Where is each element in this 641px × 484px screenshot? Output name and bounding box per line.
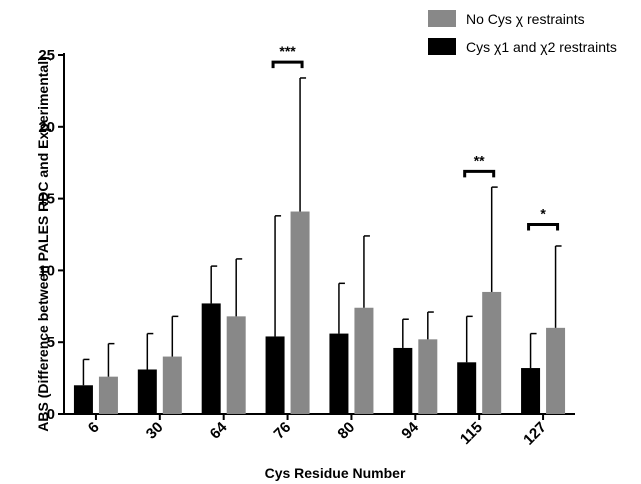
bar	[290, 211, 310, 414]
legend-label: No Cys χ restraints	[466, 11, 585, 27]
legend-label: Cys χ1 and χ2 restraints	[466, 39, 617, 55]
significance-label: ***	[279, 43, 296, 59]
x-tick-label: 76	[271, 419, 295, 443]
bar	[354, 307, 374, 414]
x-tick-label: 30	[143, 419, 167, 443]
legend-swatch	[428, 38, 456, 55]
bar	[201, 303, 221, 414]
significance-bracket	[527, 222, 560, 231]
bar	[418, 339, 438, 414]
x-tick-label: 6	[85, 419, 103, 437]
significance-label: *	[540, 205, 546, 221]
bar	[457, 362, 477, 414]
x-tick-label: 94	[398, 418, 422, 442]
y-axis-title: ABS (Difference between PALES RDC and Ex…	[35, 56, 51, 431]
x-tick-label: 64	[207, 418, 231, 442]
bar	[265, 336, 285, 414]
y-tick-label: 5	[47, 334, 55, 351]
legend-swatch	[428, 10, 456, 27]
x-tick-label: 80	[334, 419, 358, 443]
bar	[393, 347, 413, 414]
y-tick-label: 0	[47, 406, 55, 423]
significance-label: **	[474, 152, 485, 168]
y-tick-label: 20	[38, 119, 55, 136]
x-tick-label: 127	[520, 419, 550, 449]
y-tick-label: 25	[38, 47, 55, 64]
y-tick-label: 15	[38, 191, 55, 208]
bar	[162, 356, 182, 414]
bar	[329, 333, 349, 414]
bar	[546, 327, 566, 414]
significance-bracket	[463, 169, 496, 178]
bar	[226, 316, 246, 414]
bar	[73, 385, 93, 414]
bar	[137, 369, 157, 414]
bar	[98, 376, 118, 414]
significance-bracket	[271, 60, 304, 69]
x-axis-title: Cys Residue Number	[265, 465, 406, 481]
y-tick-label: 10	[38, 262, 55, 279]
x-tick-label: 115	[457, 419, 486, 448]
legend: No Cys χ restraints Cys χ1 and χ2 restrai…	[428, 10, 617, 55]
bar	[482, 291, 502, 414]
bar	[521, 368, 541, 414]
